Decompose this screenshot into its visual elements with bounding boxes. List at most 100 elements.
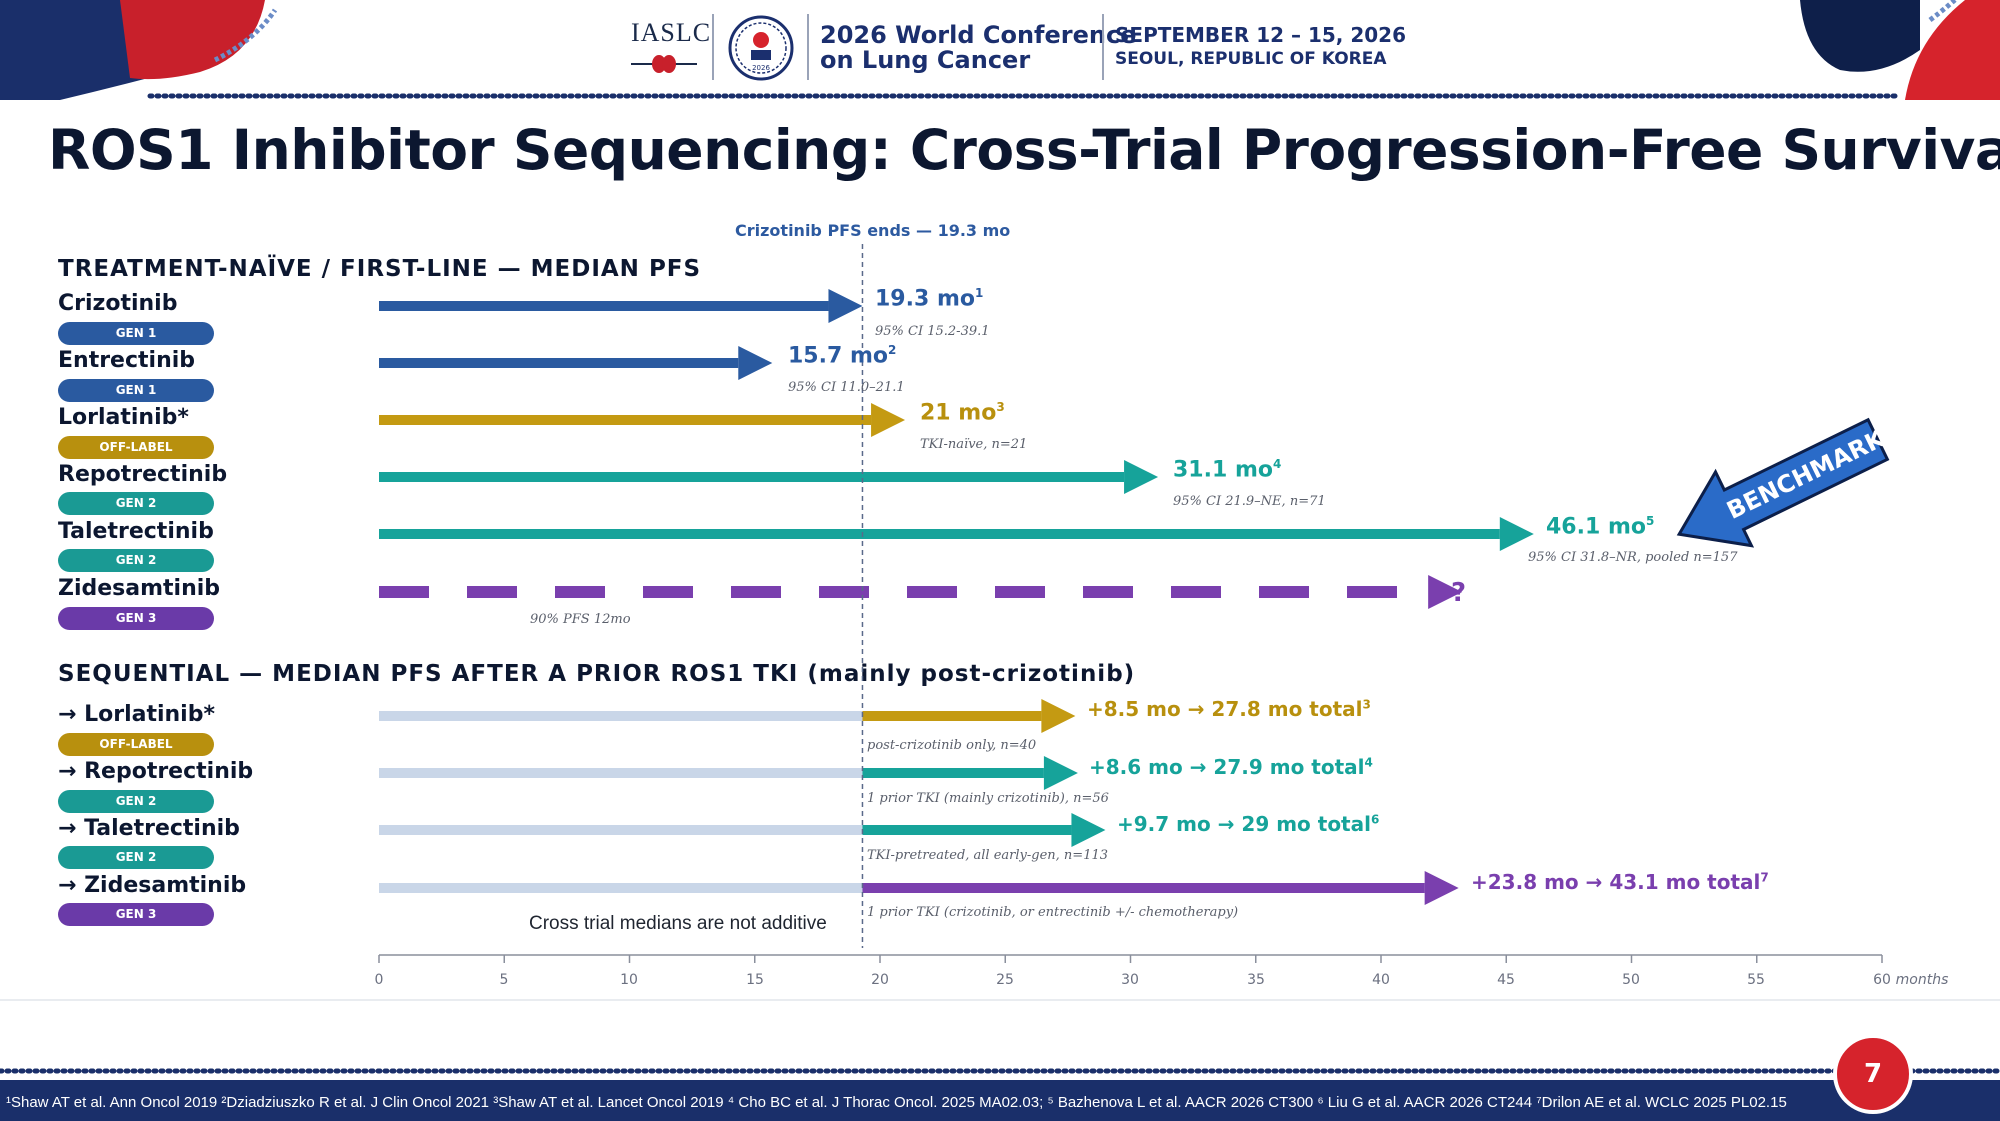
bar-entrectinib-head <box>738 346 773 380</box>
seq-ref-zidesamtinib: 7 <box>1760 870 1769 885</box>
axis-tick-label: 10 <box>620 972 638 988</box>
crizotinib-marker-label: Crizotinib PFS ends — 19.3 mo <box>735 221 1011 240</box>
seq-bar-repotrectinib-prior <box>379 768 863 778</box>
value-zidesamtinib: ? <box>1451 578 1467 608</box>
benchmark-label: BENCHMARK <box>1722 424 1890 525</box>
iaslc-logo: IASLC <box>631 18 712 47</box>
footer-dotted-rule <box>0 1068 2000 1074</box>
seq-ref-repotrectinib: 4 <box>1364 755 1373 770</box>
seq-note-taletrectinib: TKI-pretreated, all early-gen, n=113 <box>867 848 1109 863</box>
badge-entrectinib: GEN 1 <box>58 379 214 402</box>
benchmark-arrow-icon: BENCHMARK <box>1676 417 1891 548</box>
header-dotted-rule <box>147 93 1903 99</box>
seq-drug-label-taletrectinib: → Taletrectinib <box>58 816 240 841</box>
seq-ref-taletrectinib: 6 <box>1370 812 1380 827</box>
axis-tick-label: 0 <box>374 972 384 988</box>
value-entrectinib: 15.7 mo2 <box>788 343 896 368</box>
bar-crizotinib-head <box>828 289 863 323</box>
first-line-heading: TREATMENT-NAÏVE / FIRST-LINE — MEDIAN PF… <box>58 256 702 282</box>
axis-tick-label: 15 <box>746 972 764 988</box>
note-lorlatinib: TKI-naïve, n=21 <box>920 437 1028 452</box>
seq-bar-taletrectinib-prior <box>379 825 863 835</box>
note-zidesamtinib: 90% PFS 12mo <box>530 612 631 627</box>
conference-location: SEOUL, REPUBLIC OF KOREA <box>1115 49 1387 69</box>
axis-tick-label: 40 <box>1372 972 1390 988</box>
seq-badge-repotrectinib: GEN 2 <box>58 790 214 813</box>
seq-drug-label-lorlatinib: → Lorlatinib* <box>58 702 215 727</box>
badge-repotrectinib: GEN 2 <box>58 492 214 515</box>
drug-label-repotrectinib: Repotrectinib <box>58 462 228 487</box>
seq-value-lorlatinib-text: +8.5 mo → 27.8 mo total <box>1087 697 1363 721</box>
footer-references: ¹Shaw AT et al. Ann Oncol 2019 ²Dziadziu… <box>6 1094 1787 1111</box>
header-divider-1 <box>712 14 714 80</box>
bar-taletrectinib-shaft <box>379 529 1500 539</box>
seq-value-taletrectinib: +9.7 mo → 29 mo total6 <box>1117 812 1379 836</box>
ref-crizotinib: 1 <box>974 286 984 300</box>
value-repotrectinib: 31.1 mo4 <box>1173 457 1281 482</box>
seq-value-repotrectinib-text: +8.6 mo → 27.9 mo total <box>1089 755 1365 779</box>
seq-bar-repotrectinib-head <box>1043 756 1078 790</box>
bar-crizotinib-shaft <box>379 301 829 311</box>
bar-lorlatinib-head <box>871 403 906 437</box>
value-taletrectinib-text: 46.1 mo <box>1546 514 1646 540</box>
footer-bar <box>0 1080 2000 1121</box>
seq-drug-label-zidesamtinib: → Zidesamtinib <box>58 873 247 898</box>
seq-badge-lorlatinib: OFF-LABEL <box>58 733 214 756</box>
conference-title-line2: on Lung Cancer <box>820 46 1031 74</box>
badge-lorlatinib: OFF-LABEL <box>58 436 214 459</box>
seq-ref-lorlatinib: 3 <box>1362 697 1371 712</box>
seq-bar-repotrectinib-shaft <box>862 768 1044 778</box>
value-lorlatinib-text: 21 mo <box>920 400 997 426</box>
seq-bar-taletrectinib-head <box>1071 813 1106 847</box>
badge-crizotinib: GEN 1 <box>58 322 214 345</box>
drug-label-entrectinib: Entrectinib <box>58 348 196 373</box>
seq-note-repotrectinib: 1 prior TKI (mainly crizotinib), n=56 <box>867 791 1109 806</box>
drug-label-crizotinib: Crizotinib <box>58 291 178 316</box>
value-crizotinib-text: 19.3 mo <box>875 286 975 312</box>
note-repotrectinib: 95% CI 21.9–NE, n=71 <box>1173 494 1326 509</box>
bar-repotrectinib-head <box>1124 460 1159 494</box>
axis-tick-label: 25 <box>996 972 1014 988</box>
header-decoration <box>0 0 2000 100</box>
seq-bar-zidesamtinib-prior <box>379 883 863 893</box>
seq-badge-taletrectinib: GEN 2 <box>58 846 214 869</box>
ref-lorlatinib: 3 <box>996 400 1005 414</box>
axis-tick-label: 45 <box>1497 972 1515 988</box>
ref-taletrectinib: 5 <box>1645 514 1655 528</box>
conference-dates: SEPTEMBER 12 – 15, 2026 <box>1115 23 1407 47</box>
note-crizotinib: 95% CI 15.2-39.1 <box>875 324 990 339</box>
axis-tick-label: 55 <box>1747 972 1765 988</box>
bar-zidesamtinib-head <box>1428 575 1463 609</box>
drug-label-taletrectinib: Taletrectinib <box>58 519 214 544</box>
seq-value-taletrectinib-text: +9.7 mo → 29 mo total <box>1117 812 1371 836</box>
seq-badge-zidesamtinib: GEN 3 <box>58 903 214 926</box>
emblem-year: 2026 <box>752 64 770 72</box>
seq-bar-taletrectinib-shaft <box>862 825 1072 835</box>
seq-bar-lorlatinib-shaft <box>862 711 1042 721</box>
seq-bar-lorlatinib-prior <box>379 711 863 721</box>
ref-repotrectinib: 4 <box>1272 457 1282 471</box>
badge-taletrectinib: GEN 2 <box>58 549 214 572</box>
conference-title-line1: 2026 World Conference <box>820 21 1137 49</box>
seq-value-repotrectinib: +8.6 mo → 27.9 mo total4 <box>1089 755 1373 779</box>
drug-label-lorlatinib: Lorlatinib* <box>58 405 189 430</box>
header-divider-2 <box>807 14 809 80</box>
seq-drug-label-repotrectinib: → Repotrectinib <box>58 759 254 784</box>
axis-tick-label: 5 <box>499 972 509 988</box>
value-taletrectinib: 46.1 mo5 <box>1546 514 1654 539</box>
conference-emblem-icon: 2026 <box>728 15 794 81</box>
axis-tick-label: 35 <box>1247 972 1265 988</box>
badge-zidesamtinib: GEN 3 <box>58 607 214 630</box>
disclaimer-note: Cross trial medians are not additive <box>529 913 827 934</box>
seq-note-zidesamtinib: 1 prior TKI (crizotinib, or entrectinib … <box>867 905 1239 920</box>
ref-entrectinib: 2 <box>887 343 897 357</box>
value-crizotinib: 19.3 mo1 <box>875 286 983 311</box>
header-divider-3 <box>1102 14 1104 80</box>
value-entrectinib-text: 15.7 mo <box>788 343 888 369</box>
axis-unit-label: months <box>1895 972 1949 988</box>
axis-tick-label: 20 <box>871 972 889 988</box>
seq-bar-zidesamtinib-head <box>1424 871 1459 905</box>
page-title: ROS1 Inhibitor Sequencing: Cross-Trial P… <box>48 118 2000 182</box>
